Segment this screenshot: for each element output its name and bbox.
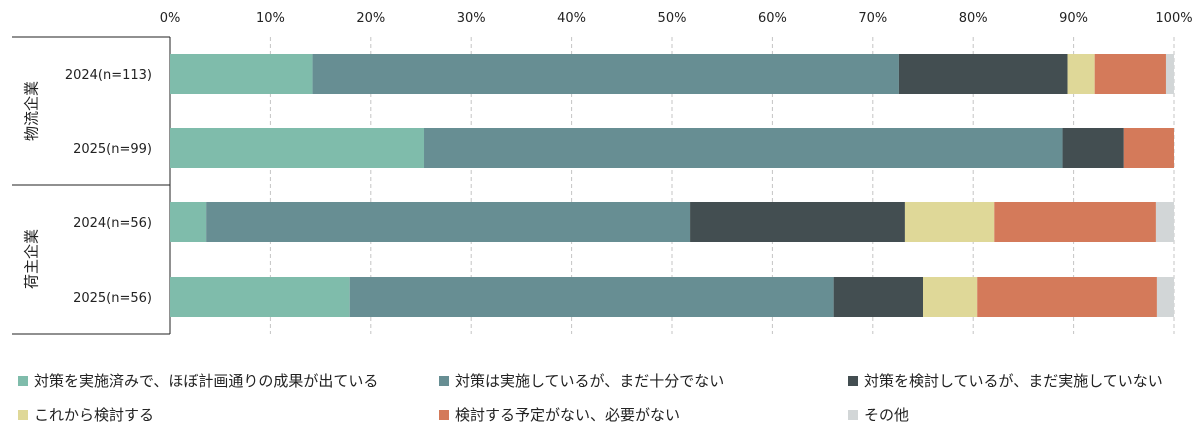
category-label: 2024(n=56) [73, 216, 152, 231]
bar-segment [977, 277, 1157, 317]
x-tick-label: 40% [557, 11, 586, 26]
legend-label: 対策を検討しているが、まだ実施していない [864, 372, 1163, 390]
legend-swatch [848, 375, 858, 386]
bar-segment [904, 202, 995, 242]
stacked-bar-chart: 0% 10% 20% 30% 40% 50% 60% 70% 80% 90% 100% 2024(n=… [12, 11, 1193, 335]
legend-item: 対策は実施しているが、まだ十分でない [439, 370, 724, 391]
legend-label: 対策を実施済みで、ほぼ計画通りの成果が出ている [34, 372, 379, 390]
x-tick-label: 20% [356, 11, 385, 26]
bar-segment [349, 277, 834, 317]
bar-segment [312, 54, 899, 94]
legend-item: その他 [848, 404, 909, 425]
bar-segment [1094, 54, 1166, 94]
x-tick-label: 90% [1059, 11, 1088, 26]
bar-segment [1156, 277, 1174, 317]
legend: 対策を実施済みで、ほぼ計画通りの成果が出ている 対策は実施しているが、まだ十分でな… [18, 370, 1198, 430]
bar-segment [170, 277, 350, 317]
bar-segment [1155, 202, 1174, 242]
bar-segment [923, 277, 978, 317]
bar-segment [833, 277, 923, 317]
legend-item: 対策を検討しているが、まだ実施していない [848, 370, 1163, 391]
legend-swatch [18, 409, 28, 420]
legend-swatch [848, 409, 858, 420]
category-label: 2024(n=113) [65, 68, 152, 83]
bar-segment [690, 202, 905, 242]
x-tick-label: 80% [959, 11, 988, 26]
bar-segment [1123, 128, 1174, 168]
legend-label: これから検討する [34, 406, 155, 424]
bar-segment [1062, 128, 1124, 168]
x-tick-label: 30% [457, 11, 486, 26]
group-label: 荷主企業 [23, 229, 41, 289]
bar-segment [1067, 54, 1095, 94]
legend-label: 検討する予定がない、必要がない [455, 406, 681, 424]
category-label: 2025(n=56) [73, 291, 152, 306]
bar-segment [1165, 54, 1174, 94]
bar-segment [898, 54, 1068, 94]
legend-swatch [18, 375, 28, 386]
bar-segment [206, 202, 691, 242]
x-tick-label: 70% [858, 11, 887, 26]
x-tick-label: 100% [1155, 11, 1192, 26]
x-tick-label: 60% [758, 11, 787, 26]
bar-segment [170, 202, 207, 242]
legend-item: 検討する予定がない、必要がない [439, 404, 680, 425]
category-label: 2025(n=99) [73, 142, 152, 157]
legend-swatch [439, 375, 449, 386]
legend-swatch [439, 409, 449, 420]
bar-segment [424, 128, 1063, 168]
group-label: 物流企業 [23, 81, 41, 141]
x-tick-label: 50% [658, 11, 687, 26]
bar-segment [170, 54, 313, 94]
bar-segment [170, 128, 425, 168]
legend-item: これから検討する [18, 404, 154, 425]
legend-item: 対策を実施済みで、ほぼ計画通りの成果が出ている [18, 370, 378, 391]
legend-label: 対策は実施しているが、まだ十分でない [455, 372, 725, 390]
x-tick-label: 10% [256, 11, 285, 26]
x-tick-label: 0% [160, 11, 181, 26]
legend-label: その他 [864, 406, 910, 424]
bar-segment [994, 202, 1156, 242]
